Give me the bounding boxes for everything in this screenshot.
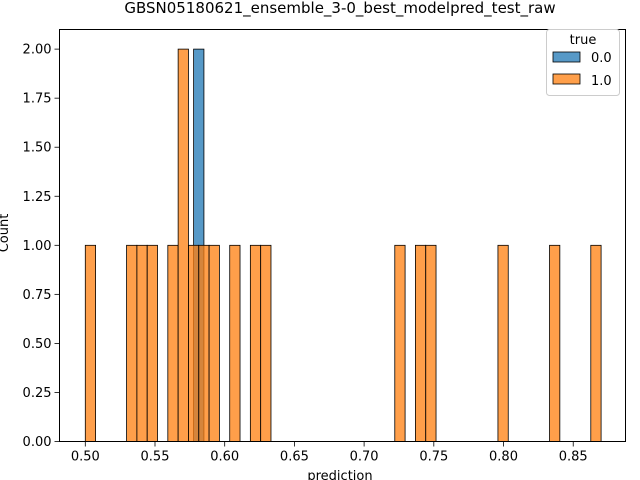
legend-entry-1: 1.0 bbox=[591, 74, 612, 89]
bar-1-9 bbox=[229, 244, 241, 442]
x-tick-label: 0.80 bbox=[489, 450, 518, 465]
bar-1-17 bbox=[590, 244, 602, 442]
bar-1-5 bbox=[177, 48, 189, 442]
y-tick-label: 1.25 bbox=[23, 190, 52, 205]
bar-1-12 bbox=[394, 244, 406, 442]
bars-layer bbox=[84, 48, 602, 442]
bar-1-3 bbox=[146, 244, 158, 442]
x-tick-label: 0.70 bbox=[350, 450, 379, 465]
chart-title: GBSN05180621_ensemble_3-0_best_modelpred… bbox=[124, 0, 555, 18]
y-tick-label: 0.75 bbox=[23, 288, 52, 303]
bar-1-2 bbox=[136, 244, 148, 442]
x-tick-label: 0.55 bbox=[141, 450, 170, 465]
bar-1-1 bbox=[126, 244, 138, 442]
y-tick-label: 1.00 bbox=[23, 239, 52, 254]
x-tick-label: 0.65 bbox=[280, 450, 309, 465]
bar-1-7 bbox=[198, 244, 210, 442]
y-tick-label: 0.00 bbox=[23, 435, 52, 450]
legend-title: true bbox=[570, 33, 597, 48]
x-tick-label: 0.75 bbox=[419, 450, 448, 465]
y-tick-label: 1.75 bbox=[23, 92, 52, 107]
bar-1-6 bbox=[188, 244, 200, 442]
bar-1-13 bbox=[415, 244, 427, 442]
legend-entry-0: 0.0 bbox=[591, 51, 612, 66]
bar-1-8 bbox=[208, 244, 220, 442]
bar-1-14 bbox=[425, 244, 437, 442]
bar-1-10 bbox=[249, 244, 262, 442]
bar-1-15 bbox=[497, 244, 509, 442]
bar-1-11 bbox=[260, 244, 272, 442]
bar-1-16 bbox=[549, 244, 561, 442]
y-axis-ticks: 0.00 0.25 0.50 0.75 1.00 1.25 1.50 1.75 2.00 bbox=[23, 43, 60, 450]
x-axis-ticks: 0.50 0.55 0.60 0.65 0.70 0.75 0.80 0.85 bbox=[71, 441, 588, 465]
legend: true 0.0 1.0 bbox=[546, 29, 620, 96]
x-tick-label: 0.50 bbox=[71, 450, 100, 465]
y-tick-label: 1.50 bbox=[23, 141, 52, 156]
legend-swatch-0 bbox=[552, 51, 581, 63]
plot-frame bbox=[59, 29, 626, 442]
legend-swatch-1 bbox=[552, 73, 581, 85]
x-tick-label: 0.85 bbox=[559, 450, 588, 465]
y-tick-label: 2.00 bbox=[23, 43, 52, 58]
bar-1-4 bbox=[167, 244, 179, 442]
y-tick-label: 0.50 bbox=[23, 337, 52, 352]
y-axis-label: Count bbox=[0, 214, 12, 253]
y-tick-label: 0.25 bbox=[23, 386, 52, 401]
bar-1-0 bbox=[84, 244, 97, 442]
x-tick-label: 0.60 bbox=[210, 450, 239, 465]
x-axis-label: prediction bbox=[307, 469, 372, 480]
